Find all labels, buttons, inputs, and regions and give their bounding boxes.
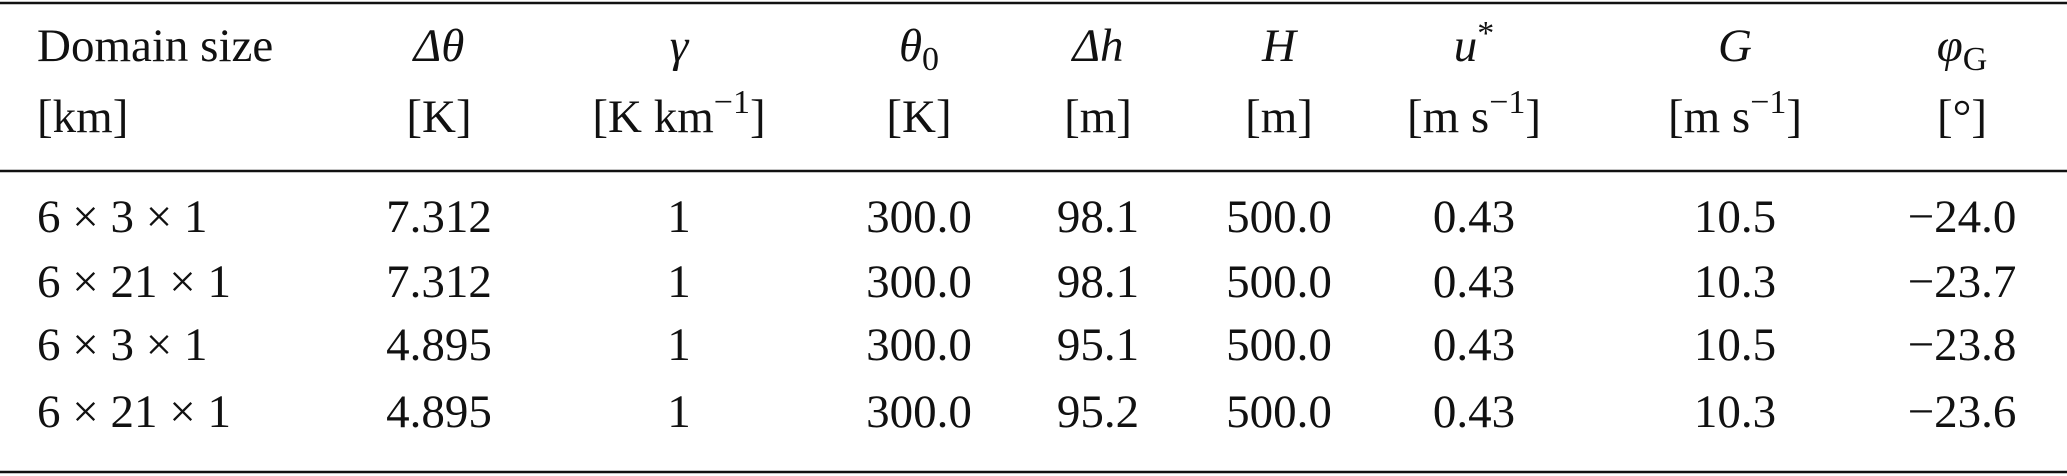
unit: [km] [37, 91, 128, 143]
cell: 6 × 21 × 1 [37, 386, 231, 438]
unit-superscript: −1 [714, 84, 750, 121]
cell: 7.312 [386, 191, 492, 243]
cell: 1 [667, 256, 691, 308]
unit: [m s [1668, 91, 1750, 143]
cell: 300.0 [866, 256, 972, 308]
column-unit: [m s−1] [1407, 84, 1541, 143]
symbol: φ [1937, 20, 1963, 72]
cell: 95.2 [1057, 386, 1139, 438]
column-name: φG [1937, 20, 1988, 78]
cell: 0.43 [1433, 256, 1515, 308]
column-name: H [1261, 20, 1299, 72]
column-unit: [°] [1937, 91, 1987, 143]
cell: 500.0 [1226, 256, 1332, 308]
column-unit: [m] [1245, 91, 1313, 143]
unit: [m] [1245, 91, 1313, 143]
column-unit: [m s−1] [1668, 84, 1802, 143]
cell: 95.1 [1057, 319, 1139, 371]
cell: 6 × 21 × 1 [37, 256, 231, 308]
column-name: Δθ [412, 20, 465, 72]
cell: 1 [667, 191, 691, 243]
cell: 1 [667, 319, 691, 371]
column-name: θ0 [899, 20, 939, 78]
unit: [m] [1064, 91, 1132, 143]
cell: 0.43 [1433, 386, 1515, 438]
unit-end: ] [750, 91, 766, 143]
cell: 4.895 [386, 319, 492, 371]
cell: 1 [667, 386, 691, 438]
column-name: Domain size [37, 20, 273, 72]
cell: −23.7 [1908, 256, 2017, 308]
cell: 6 × 3 × 1 [37, 191, 208, 243]
unit-superscript: −1 [1489, 84, 1525, 121]
unit: [K] [406, 91, 471, 143]
superscript: * [1477, 15, 1494, 52]
column-unit: [K km−1] [592, 84, 765, 143]
cell: 300.0 [866, 386, 972, 438]
cell: −24.0 [1908, 191, 2017, 243]
unit: [°] [1937, 91, 1987, 143]
cell: 500.0 [1226, 191, 1332, 243]
symbol: γ [670, 20, 690, 72]
symbol: G [1718, 20, 1752, 72]
cell: 4.895 [386, 386, 492, 438]
column-unit: [m] [1064, 91, 1132, 143]
symbol: u [1454, 20, 1478, 72]
unit-end: ] [1786, 91, 1802, 143]
cell: 10.3 [1694, 256, 1776, 308]
unit: [K km [592, 91, 713, 143]
column-unit: [K] [886, 91, 951, 143]
symbol: Δh [1070, 20, 1123, 72]
subscript: G [1963, 41, 1988, 78]
cell: −23.6 [1908, 386, 2017, 438]
cell: 98.1 [1057, 256, 1139, 308]
cell: 300.0 [866, 191, 972, 243]
symbol: Δθ [412, 20, 465, 72]
column-unit: [km] [37, 91, 128, 143]
column-name: u* [1454, 15, 1495, 72]
symbol: θ [899, 20, 922, 72]
column-name: G [1718, 20, 1752, 72]
cell: 10.5 [1694, 191, 1776, 243]
cell: 0.43 [1433, 319, 1515, 371]
subscript: 0 [922, 41, 939, 78]
cell: 500.0 [1226, 386, 1332, 438]
symbol: H [1261, 20, 1299, 72]
cell: 98.1 [1057, 191, 1139, 243]
unit-end: ] [1525, 91, 1541, 143]
cell: 500.0 [1226, 319, 1332, 371]
column-name: Δh [1070, 20, 1123, 72]
column-unit: [K] [406, 91, 471, 143]
unit-superscript: −1 [1750, 84, 1786, 121]
cell: 10.3 [1694, 386, 1776, 438]
cell: 300.0 [866, 319, 972, 371]
cell: 0.43 [1433, 191, 1515, 243]
cell: −23.8 [1908, 319, 2017, 371]
cell: 10.5 [1694, 319, 1776, 371]
cell: 7.312 [386, 256, 492, 308]
unit: [K] [886, 91, 951, 143]
unit: [m s [1407, 91, 1489, 143]
column-name: γ [670, 20, 690, 72]
cell: 6 × 3 × 1 [37, 319, 208, 371]
symbol: Domain size [37, 20, 273, 72]
